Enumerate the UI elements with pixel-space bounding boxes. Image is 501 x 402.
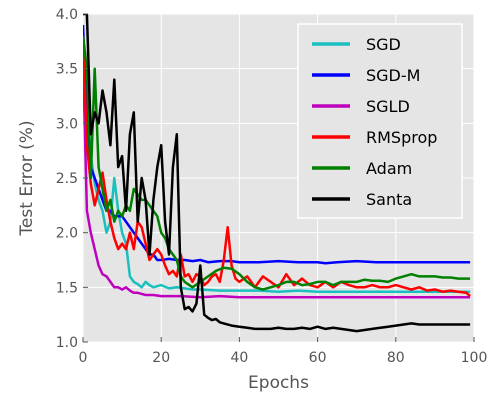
y-tick-label: 3.5 <box>56 62 78 78</box>
x-tick-label: 0 <box>79 350 88 366</box>
y-tick-label: 4.0 <box>56 7 78 23</box>
series-line-sgld <box>83 57 471 299</box>
legend-entry: SGLD <box>366 97 410 116</box>
axis-ticks: 0 20 40 60 80 100 1.0 1.5 2.0 2.5 3.0 3.5 4.0 <box>56 7 488 366</box>
x-axis-label: Epochs <box>248 373 309 393</box>
y-tick-label: 3.0 <box>56 116 78 132</box>
legend-entry: SGD <box>366 35 401 54</box>
series-lines <box>83 14 471 333</box>
legend-entry: RMSprop <box>366 128 437 147</box>
legend: SGD SGD-M SGLD RMSprop Adam Santa <box>297 23 463 219</box>
x-tick-label: 100 <box>461 350 488 366</box>
y-tick-label: 1.5 <box>56 280 78 296</box>
series-line-rmsprop <box>83 35 471 298</box>
x-tick-label: 40 <box>230 350 248 366</box>
y-tick-label: 1.0 <box>56 335 78 351</box>
x-tick-label: 80 <box>387 350 405 366</box>
x-tick-label: 60 <box>309 350 327 366</box>
series-line-santa <box>83 14 471 333</box>
legend-entry: Adam <box>366 159 412 178</box>
y-tick-label: 2.0 <box>56 226 78 242</box>
y-axis-label: Test Error (%) <box>17 120 37 236</box>
series-line-sgd-m <box>83 24 471 265</box>
legend-entry: SGD-M <box>366 66 420 85</box>
series-line-sgd <box>83 35 471 293</box>
x-tick-label: 20 <box>152 350 170 366</box>
legend-box <box>297 23 463 219</box>
y-tick-label: 2.5 <box>56 171 78 187</box>
legend-entry: Santa <box>366 190 412 209</box>
series-line-adam <box>83 35 471 291</box>
